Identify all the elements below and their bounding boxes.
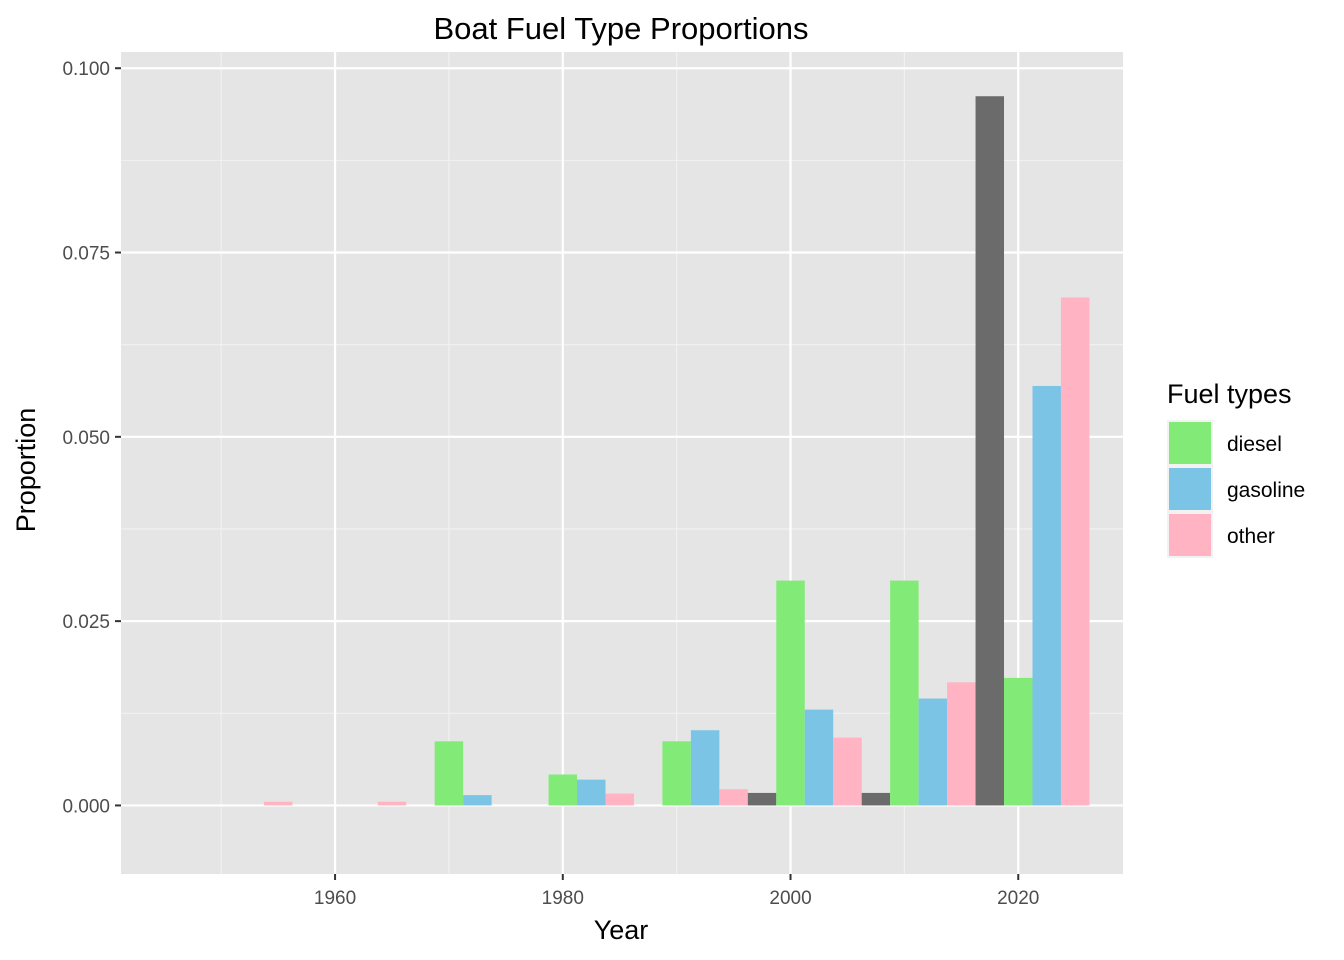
bar-na <box>975 96 1005 806</box>
bar-diesel <box>1004 677 1033 806</box>
y-axis-title: Proportion <box>11 408 41 533</box>
y-tick-label: 0.025 <box>62 612 110 633</box>
bar-gasoline <box>463 795 492 806</box>
legend-label-gasoline: gasoline <box>1227 479 1305 502</box>
bar-gasoline <box>1032 385 1061 806</box>
bar-other <box>605 793 634 806</box>
x-axis: 1960 1980 2000 2020 <box>314 874 1039 909</box>
bar-na <box>861 792 891 806</box>
bar-diesel <box>662 741 691 806</box>
legend-swatch-other <box>1169 514 1211 556</box>
bars <box>263 96 1090 806</box>
bar-other <box>263 801 293 806</box>
x-tick-label: 2000 <box>769 888 811 909</box>
x-tick-label: 2020 <box>997 888 1039 909</box>
y-tick-label: 0.050 <box>62 428 110 449</box>
bar-diesel <box>776 580 805 806</box>
bar-gasoline <box>804 709 834 806</box>
chart-title: Boat Fuel Type Proportions <box>433 11 808 46</box>
legend: Fuel types diesel gasoline other <box>1167 379 1305 558</box>
bar-other <box>719 789 748 806</box>
bar-other <box>833 737 862 806</box>
bar-gasoline <box>690 730 720 806</box>
legend-label-other: other <box>1227 525 1275 548</box>
bar-diesel <box>890 580 919 806</box>
bar-other <box>377 801 407 806</box>
bar-gasoline <box>577 779 606 806</box>
bar-na <box>747 792 777 806</box>
bar-diesel <box>434 741 464 806</box>
bar-other <box>947 682 976 806</box>
bar-gasoline <box>918 698 948 806</box>
grid-minor <box>121 52 1123 874</box>
legend-swatch-gasoline <box>1169 468 1211 510</box>
legend-swatch-diesel <box>1169 422 1211 464</box>
y-tick-label: 0.000 <box>62 796 110 817</box>
bar-other <box>1060 297 1090 806</box>
legend-title: Fuel types <box>1167 379 1292 409</box>
x-axis-title: Year <box>594 915 649 945</box>
x-tick-label: 1980 <box>542 888 584 909</box>
x-tick-label: 1960 <box>314 888 356 909</box>
y-axis: 0.000 0.025 0.050 0.075 0.100 <box>62 59 121 817</box>
y-tick-label: 0.075 <box>62 244 110 265</box>
legend-label-diesel: diesel <box>1227 433 1282 456</box>
bar-diesel <box>548 774 578 806</box>
y-tick-label: 0.100 <box>62 59 110 80</box>
